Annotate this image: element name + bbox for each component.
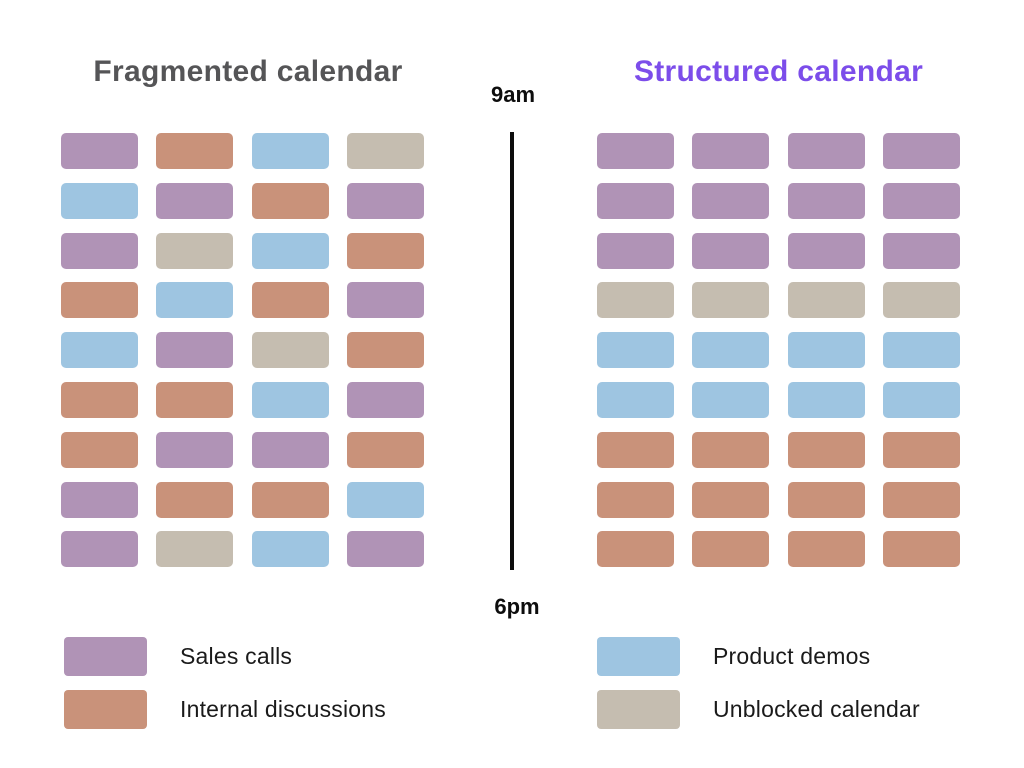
fragmented-block-orange: [156, 133, 234, 169]
structured-block-orange: [692, 531, 770, 568]
structured-block-orange: [597, 531, 674, 568]
structured-block-orange: [787, 431, 865, 468]
fragmented-block-blue: [346, 481, 424, 518]
structured-block-purple: [882, 232, 960, 269]
unblocked-calendar-label: Unblocked calendar: [713, 696, 920, 722]
structured-block-orange: [597, 431, 674, 468]
fragmented-block-purple: [156, 182, 234, 219]
structured-block-orange: [882, 481, 960, 518]
fragmented-block-orange: [156, 381, 234, 418]
structured-block-blue: [692, 381, 770, 418]
fragmented-block-gray: [156, 232, 234, 269]
fragmented-block-orange: [251, 481, 329, 518]
structured-block-purple: [597, 133, 674, 169]
structured-block-purple: [692, 182, 770, 219]
structured-block-blue: [597, 381, 674, 418]
fragmented-block-orange: [156, 481, 234, 518]
fragmented-block-orange: [346, 232, 424, 269]
structured-calendar-title: Structured calendar: [633, 55, 924, 88]
fragmented-block-purple: [346, 182, 424, 219]
fragmented-block-orange: [251, 182, 329, 219]
legend-left: Sales calls Internal discussions: [64, 637, 386, 729]
fragmented-block-purple: [346, 282, 424, 319]
fragmented-block-purple: [156, 332, 234, 369]
fragmented-block-gray: [346, 133, 424, 169]
internal-discussions-label: Internal discussions: [180, 696, 386, 722]
structured-block-orange: [692, 431, 770, 468]
fragmented-block-purple: [61, 531, 138, 568]
structured-block-purple: [692, 133, 770, 169]
legend-item-sales-calls: Sales calls: [64, 637, 386, 676]
legend-item-unblocked-calendar: Unblocked calendar: [597, 690, 920, 729]
structured-block-gray: [597, 282, 674, 319]
product-demos-label: Product demos: [713, 643, 871, 669]
fragmented-calendar-title: Fragmented calendar: [93, 55, 403, 88]
fragmented-block-purple: [61, 481, 138, 518]
structured-block-purple: [787, 182, 865, 219]
fragmented-block-orange: [61, 282, 138, 319]
fragmented-block-purple: [251, 431, 329, 468]
fragmented-block-purple: [61, 133, 138, 169]
structured-block-purple: [787, 133, 865, 169]
structured-block-orange: [882, 431, 960, 468]
structured-block-orange: [787, 531, 865, 568]
fragmented-block-blue: [251, 133, 329, 169]
fragmented-block-blue: [251, 232, 329, 269]
structured-block-orange: [597, 481, 674, 518]
legend-right: Product demos Unblocked calendar: [597, 637, 920, 729]
fragmented-block-blue: [251, 531, 329, 568]
product-demos-swatch: [597, 637, 680, 676]
structured-block-purple: [597, 232, 674, 269]
fragmented-block-purple: [156, 431, 234, 468]
structured-block-orange: [787, 481, 865, 518]
structured-block-orange: [692, 481, 770, 518]
structured-block-orange: [882, 531, 960, 568]
structured-calendar-grid: [597, 133, 960, 568]
fragmented-block-purple: [61, 232, 138, 269]
timeline-divider-line: [510, 132, 514, 570]
fragmented-block-gray: [251, 332, 329, 369]
structured-block-gray: [882, 282, 960, 319]
fragmented-block-blue: [61, 182, 138, 219]
legend-item-internal-discussions: Internal discussions: [64, 690, 386, 729]
structured-block-blue: [692, 332, 770, 369]
structured-block-purple: [692, 232, 770, 269]
fragmented-block-purple: [346, 381, 424, 418]
sales-calls-swatch: [64, 637, 147, 676]
structured-block-blue: [787, 332, 865, 369]
fragmented-block-purple: [346, 531, 424, 568]
fragmented-block-gray: [156, 531, 234, 568]
fragmented-block-orange: [346, 431, 424, 468]
structured-block-blue: [882, 332, 960, 369]
internal-discussions-swatch: [64, 690, 147, 729]
timeline-end-label: 6pm: [494, 594, 540, 619]
unblocked-calendar-swatch: [597, 690, 680, 729]
structured-block-blue: [787, 381, 865, 418]
structured-block-blue: [882, 381, 960, 418]
structured-block-purple: [882, 182, 960, 219]
legend-item-product-demos: Product demos: [597, 637, 920, 676]
structured-block-blue: [597, 332, 674, 369]
fragmented-block-blue: [156, 282, 234, 319]
structured-block-gray: [692, 282, 770, 319]
structured-block-purple: [882, 133, 960, 169]
fragmented-block-orange: [61, 431, 138, 468]
fragmented-block-blue: [61, 332, 138, 369]
fragmented-block-blue: [251, 381, 329, 418]
structured-block-gray: [787, 282, 865, 319]
fragmented-block-orange: [346, 332, 424, 369]
fragmented-calendar-grid: [61, 133, 424, 568]
fragmented-block-orange: [251, 282, 329, 319]
fragmented-block-orange: [61, 381, 138, 418]
structured-block-purple: [597, 182, 674, 219]
sales-calls-label: Sales calls: [180, 643, 293, 669]
structured-block-purple: [787, 232, 865, 269]
timeline-start-label: 9am: [490, 82, 536, 107]
